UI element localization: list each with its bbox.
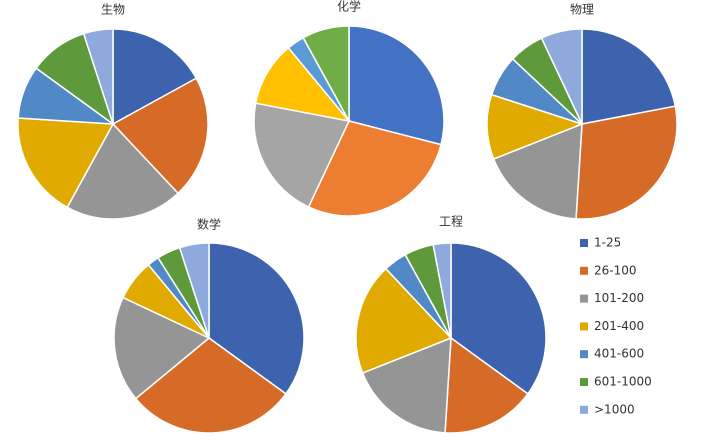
legend-label: 601-1000	[594, 375, 652, 389]
legend-swatch	[580, 378, 588, 386]
legend-label: 201-400	[594, 319, 644, 333]
pie-slice	[253, 102, 351, 208]
chart-title: 数学	[197, 217, 221, 232]
legend-label: >1000	[594, 402, 635, 416]
pie-slice	[113, 296, 211, 400]
legend-label: 401-600	[594, 347, 644, 361]
pie-slice	[348, 25, 445, 146]
legend-swatch	[580, 350, 588, 359]
chart-title: 生物	[101, 3, 125, 17]
pie-slice	[302, 25, 350, 122]
legend-label: 1-25	[594, 236, 621, 250]
pie-slice	[492, 122, 583, 220]
legend-swatch	[580, 294, 588, 303]
legend-swatch	[580, 405, 588, 414]
pie-slice	[581, 28, 677, 125]
legend-swatch	[580, 266, 588, 275]
chart-title: 工程	[439, 214, 463, 229]
pie-slice	[82, 28, 114, 125]
pie-slice	[112, 28, 198, 126]
pie-slice	[486, 93, 585, 160]
pie-slice	[66, 122, 180, 220]
chart-title: 化学	[337, 0, 361, 14]
pie-slice	[307, 120, 442, 217]
pie-slice	[17, 117, 115, 209]
pie-slice	[575, 105, 678, 220]
legend-label: 26-100	[594, 263, 637, 277]
pie-slice	[361, 336, 452, 434]
legend-label: 101-200	[594, 291, 644, 305]
pie-slice	[355, 267, 453, 374]
legend-swatch	[580, 322, 588, 331]
chart-title: 物理	[570, 3, 594, 17]
pie-slice	[540, 28, 583, 125]
pie-slice	[208, 242, 305, 395]
legend-swatch	[580, 239, 588, 247]
pie-slice	[432, 242, 452, 339]
pie-slice	[254, 46, 351, 123]
pie-slice	[134, 337, 287, 434]
pie-slice	[450, 242, 547, 395]
pie-slice	[111, 77, 209, 195]
pie-slice	[178, 242, 210, 339]
pie-slice	[444, 336, 529, 434]
